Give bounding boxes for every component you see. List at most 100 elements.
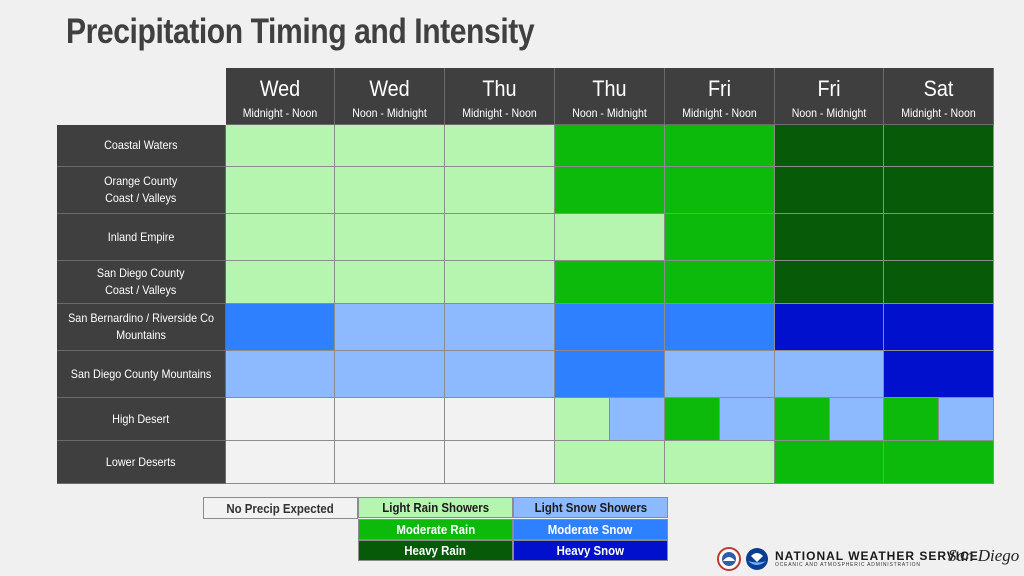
page-title: Precipitation Timing and Intensity [66,12,535,51]
column-header: Thu Midnight - Noon [445,68,555,125]
table-cell-light_rain [226,167,335,214]
table-cell-light_rain [445,125,555,167]
table-cell-light_rain [555,214,665,261]
legend-item-moderate-rain: Moderate Rain [358,519,513,540]
column-period: Midnight - Noon [682,106,757,120]
column-header: Fri Midnight - Noon [665,68,775,125]
sub-agency-name: OCEANIC AND ATMOSPHERIC ADMINISTRATION [775,562,921,568]
column-header: Wed Midnight - Noon [226,68,335,125]
table-cell-none [335,441,445,484]
table-cell-moderate_rain [555,125,665,167]
row-label: Lower Deserts [57,441,226,484]
row-label: San Diego County Coast / Valleys [57,261,226,304]
row-label-text: San Bernardino / Riverside Co Mountains [68,311,214,342]
agency-name: NATIONAL WEATHER SERVICE [775,549,979,563]
table-cell-heavy_rain [775,261,884,304]
column-day: Thu [482,76,517,101]
table-cell-moderate_snow [665,304,775,351]
table-cell-light_rain [555,441,665,484]
legend-item-light-rain: Light Rain Showers [358,497,513,518]
column-day: Thu [592,76,627,101]
legend-label: Heavy Rain [404,543,467,558]
table-cell-moderate_snow [226,304,335,351]
row-label: San Diego County Mountains [57,351,226,398]
table-cell-heavy_snow [775,304,884,351]
row-label-text: Lower Deserts [106,454,176,469]
table-cell-light_snow [445,304,555,351]
table-cell-light_rain [445,214,555,261]
table-cell-moderate_rain [665,214,775,261]
legend-item-moderate-snow: Moderate Snow [513,519,668,540]
table-cell-light_rain [226,214,335,261]
column-day: Fri [707,76,732,101]
table-cell-light_snow [335,351,445,398]
table-cell-light_snow [830,398,884,441]
column-day: Wed [369,76,410,101]
legend-item-heavy-snow: Heavy Snow [513,540,668,561]
column-period: Midnight - Noon [462,106,537,120]
table-cell-heavy_rain [884,214,994,261]
row-label-text: San Diego County Mountains [70,366,212,381]
row-label-text: Inland Empire [107,229,175,244]
table-cell-moderate_rain [555,261,665,304]
table-cell-moderate_rain [665,398,720,441]
table-cell-moderate_snow [555,351,665,398]
table-cell-moderate_rain [665,167,775,214]
legend-label: Moderate Rain [396,522,475,537]
table-cell-moderate_rain [775,398,830,441]
table-cell-moderate_rain [884,398,939,441]
table-cell-heavy_snow [884,351,994,398]
table-cell-light_snow [226,351,335,398]
row-label-text: San Diego County Coast / Valleys [97,266,185,297]
row-label: Orange County Coast / Valleys [57,167,226,214]
table-cell-light_rain [445,261,555,304]
row-label: High Desert [57,398,226,441]
table-cell-heavy_rain [775,167,884,214]
column-day: Wed [259,76,301,101]
table-cell-moderate_rain [884,441,994,484]
column-header: Thu Noon - Midnight [555,68,665,125]
office-name: San Diego [948,546,1020,565]
table-cell-light_rain [226,125,335,167]
column-period: Noon - Midnight [572,106,647,120]
row-label-text: High Desert [112,411,170,426]
row-label: San Bernardino / Riverside Co Mountains [57,304,226,351]
table-cell-heavy_rain [775,214,884,261]
row-label-text: Coastal Waters [104,138,178,152]
column-period: Noon - Midnight [352,106,427,120]
table-cell-moderate_snow [555,304,665,351]
table-cell-moderate_rain [555,167,665,214]
table-cell-light_rain [445,167,555,214]
table-cell-moderate_rain [775,441,884,484]
table-cell-moderate_rain [665,261,775,304]
table-cell-none [335,398,445,441]
column-header: Wed Noon - Midnight [335,68,445,125]
column-header: Sat Midnight - Noon [884,68,994,125]
column-day: Fri [817,76,841,101]
table-cell-light_rain [335,261,445,304]
legend-label: Light Snow Showers [534,500,647,515]
column-day: Sat [923,76,954,101]
table-cell-light_rain [335,214,445,261]
table-cell-heavy_snow [884,304,994,351]
table-cell-light_rain [335,125,445,167]
table-cell-heavy_rain [884,125,994,167]
table-cell-light_snow [720,398,775,441]
table-cell-heavy_rain [884,261,994,304]
legend-label: Light Rain Showers [382,500,489,515]
table-cell-light_rain [665,441,775,484]
nws-logo-icon [717,547,741,571]
row-label: Inland Empire [57,214,226,261]
table-cell-heavy_rain [884,167,994,214]
legend-label: Heavy Snow [556,543,625,558]
column-period: Midnight - Noon [242,106,318,120]
legend-item-light-snow: Light Snow Showers [513,497,668,518]
column-period: Midnight - Noon [901,106,976,120]
table-cell-light_rain [555,398,610,441]
table-cell-moderate_rain [665,125,775,167]
table-cell-light_snow [775,351,884,398]
table-cell-heavy_rain [775,125,884,167]
table-cell-light_snow [610,398,665,441]
table-cell-light_rain [335,167,445,214]
